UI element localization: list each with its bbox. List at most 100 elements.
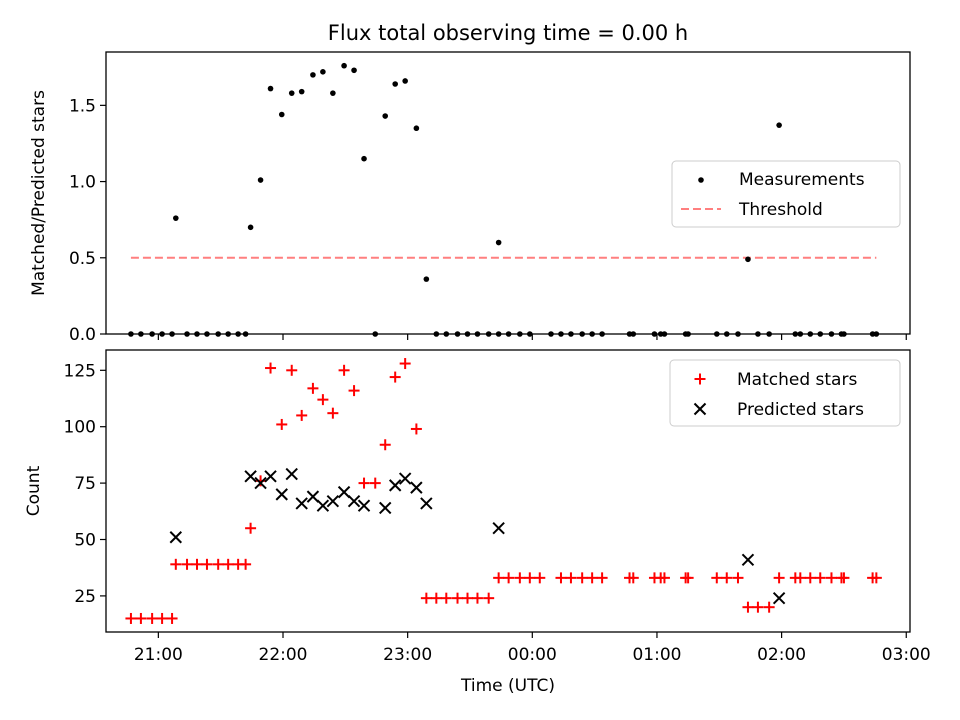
matched-star-point xyxy=(348,385,360,397)
matched-star-point xyxy=(212,558,224,570)
matched-star-point xyxy=(870,572,882,584)
predicted-star-point xyxy=(326,494,340,508)
matched-star-point xyxy=(711,572,723,584)
predicted-star-point xyxy=(388,479,402,492)
top-y-ticks: 0.0 0.5 1.0 1.5 xyxy=(69,96,106,345)
measurement-point xyxy=(298,88,305,95)
predicted-star-point xyxy=(492,522,505,535)
matched-star-point xyxy=(658,572,670,584)
legend-predicted-marker xyxy=(693,402,707,416)
matched-star-point xyxy=(135,612,147,624)
measurement-point xyxy=(382,113,389,119)
matched-star-point xyxy=(125,612,137,624)
matched-star-point xyxy=(369,477,381,489)
x-tick-label: 03:00 xyxy=(882,645,931,665)
predicted-star-point xyxy=(295,497,308,510)
matched-star-point xyxy=(307,382,319,394)
bottom-y-axis-label: Count xyxy=(24,465,44,516)
matched-star-point xyxy=(240,558,252,570)
matched-star-point xyxy=(825,572,837,584)
x-tick-label: 00:00 xyxy=(508,645,557,665)
matched-star-point xyxy=(201,558,213,570)
measurement-point xyxy=(351,67,357,74)
top-panel: 0.0 0.5 1.0 1.5 Matched/Predicted stars Mea… xyxy=(29,51,911,345)
x-tick-label: 23:00 xyxy=(383,645,432,665)
matched-star-point xyxy=(471,592,483,604)
measurement-point xyxy=(173,215,179,221)
measurement-point xyxy=(341,62,347,69)
matched-star-point xyxy=(752,601,764,613)
top-legend-box xyxy=(671,160,901,228)
bottom-y-tick-label: 75 xyxy=(74,474,96,494)
measurement-point xyxy=(320,69,326,75)
legend-matched-marker xyxy=(694,373,706,385)
x-axis-label: Time (UTC) xyxy=(460,676,555,696)
matched-star-point xyxy=(742,601,754,613)
matched-star-point xyxy=(461,592,473,604)
predicted-star-point xyxy=(244,470,257,483)
measurement-point xyxy=(288,90,295,96)
matched-star-point xyxy=(440,592,452,604)
legend-threshold-label: Threshold xyxy=(738,200,823,220)
matched-star-point xyxy=(721,572,733,584)
bottom-y-tick-label: 125 xyxy=(64,361,96,381)
matched-star-point xyxy=(804,572,816,584)
measurement-point xyxy=(330,90,336,96)
matched-star-point xyxy=(181,558,193,570)
predicted-star-point xyxy=(275,488,288,501)
matched-star-point xyxy=(555,572,567,584)
matched-star-point xyxy=(483,592,495,604)
bottom-x-ticks: 21:00 22:00 23:00 00:00 01:00 02:00 03:00 xyxy=(134,632,931,665)
predicted-star-point xyxy=(337,485,351,499)
matched-star-point xyxy=(682,572,694,584)
matched-star-point xyxy=(358,477,370,489)
matched-star-point xyxy=(245,522,257,534)
measurement-point xyxy=(745,256,751,263)
matched-star-point xyxy=(379,439,391,451)
matched-star-point xyxy=(524,572,536,584)
measurement-point xyxy=(361,155,367,162)
matched-star-point xyxy=(565,572,577,584)
bottom-panel: 25 50 75 100 125 21:00 22:00 23:00 00:00 01:00 02… xyxy=(24,349,931,696)
legend-measurements-label: Measurements xyxy=(739,170,865,190)
predicted-star-point xyxy=(357,499,371,512)
measurement-point xyxy=(423,276,430,282)
measurement-point xyxy=(776,122,782,128)
top-y-tick-label: 1.5 xyxy=(69,96,96,116)
matched-star-point xyxy=(493,572,505,584)
legend-measurements-marker xyxy=(698,177,704,183)
matched-star-point xyxy=(430,592,442,604)
matched-star-point xyxy=(514,572,526,584)
matched-star-point xyxy=(170,558,182,570)
predicted-star-point xyxy=(264,470,277,483)
bottom-axes-frame xyxy=(105,349,911,633)
measurement-point xyxy=(257,177,264,183)
matched-star-point xyxy=(191,558,203,570)
matched-star-point xyxy=(503,572,515,584)
matched-star-point xyxy=(420,592,432,604)
measurement-point xyxy=(267,85,274,92)
top-x-ticks xyxy=(157,334,907,340)
matched-star-point xyxy=(338,364,350,376)
bottom-y-tick-label: 50 xyxy=(74,531,96,551)
matched-star-point xyxy=(255,475,267,487)
x-tick-label: 01:00 xyxy=(632,645,681,665)
predicted-star-point xyxy=(772,591,786,605)
predicted-star-point xyxy=(398,472,412,485)
matched-star-point xyxy=(265,362,277,374)
predicted-star-point xyxy=(379,501,392,515)
top-y-axis-label: Matched/Predicted stars xyxy=(29,90,49,296)
matched-star-point xyxy=(732,572,744,584)
measurement-point xyxy=(495,239,502,246)
predicted-star-point xyxy=(347,494,361,508)
matched-star-point xyxy=(327,407,339,419)
bottom-y-tick-label: 25 xyxy=(74,587,96,607)
legend-plus-glyph xyxy=(694,373,706,385)
legend-matched-label: Matched stars xyxy=(737,370,857,390)
predicted-star-point xyxy=(410,481,423,494)
predicted-star-point xyxy=(316,499,330,512)
x-tick-label: 22:00 xyxy=(259,645,308,665)
legend-x-glyph xyxy=(693,402,707,416)
measurement-point xyxy=(413,125,420,132)
